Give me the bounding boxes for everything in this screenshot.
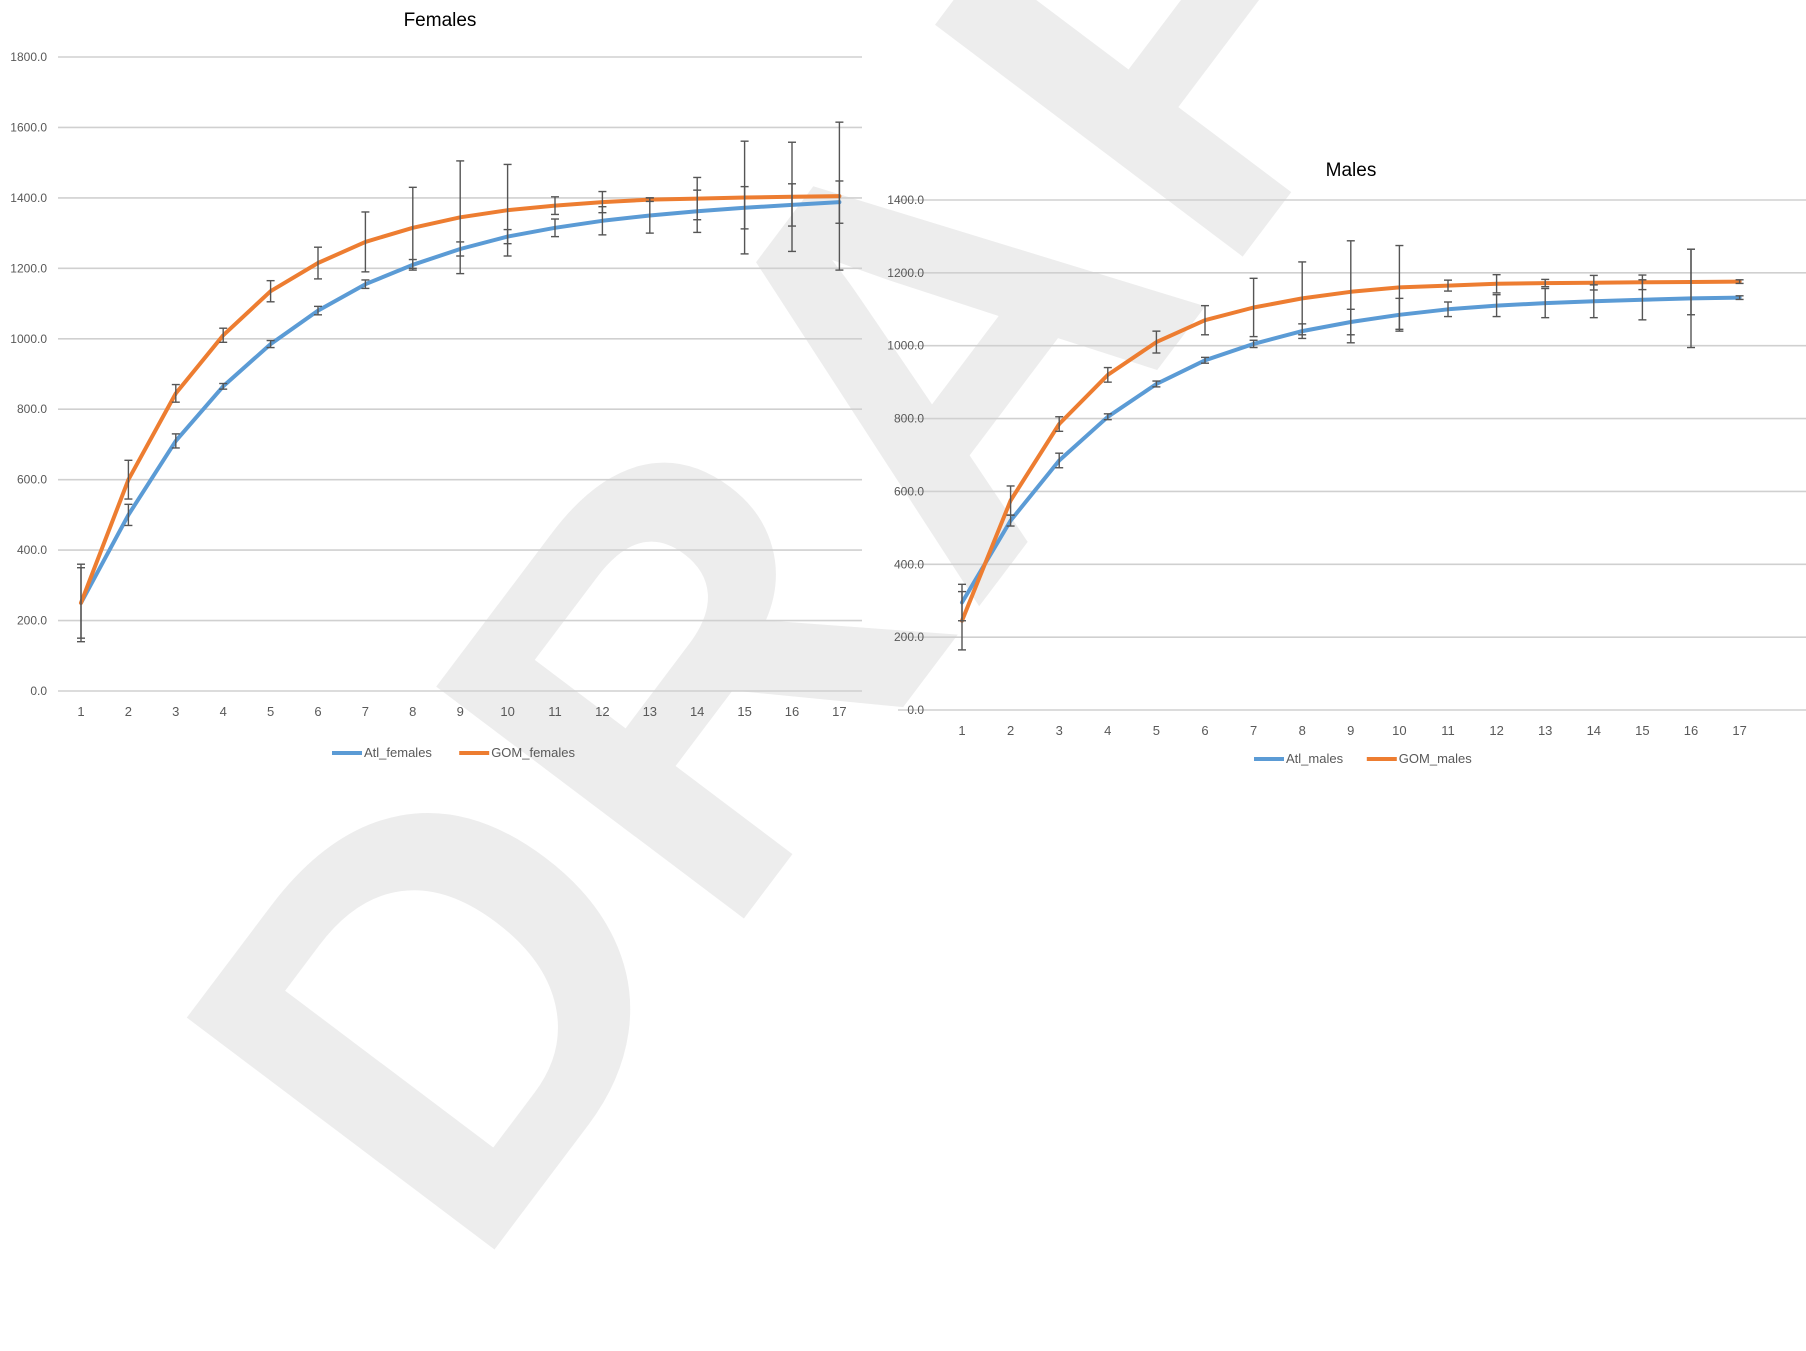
x-tick-label-females: 6 xyxy=(314,704,321,719)
y-tick-label-females: 200.0 xyxy=(17,614,47,628)
x-tick-label-males: 14 xyxy=(1587,723,1601,738)
y-tick-label-females: 600.0 xyxy=(17,473,47,487)
y-tick-label-males: 1000.0 xyxy=(887,339,924,353)
y-tick-label-males: 600.0 xyxy=(894,484,924,498)
x-tick-label-males: 3 xyxy=(1056,723,1063,738)
x-tick-label-males: 12 xyxy=(1489,723,1503,738)
x-tick-label-females: 13 xyxy=(643,704,657,719)
x-tick-label-females: 14 xyxy=(690,704,704,719)
x-tick-label-females: 4 xyxy=(220,704,227,719)
y-tick-label-females: 0.0 xyxy=(30,684,47,698)
x-tick-label-males: 10 xyxy=(1392,723,1406,738)
x-tick-label-males: 6 xyxy=(1201,723,1208,738)
legend-label-atl-females: Atl_females xyxy=(364,745,432,760)
x-tick-label-females: 12 xyxy=(595,704,609,719)
y-tick-label-females: 1600.0 xyxy=(10,120,47,134)
figure: DRAFT Females 0.0 200.0 400.0 600.0 800.0 1000… xyxy=(10,0,1806,1351)
x-tick-label-females: 5 xyxy=(267,704,274,719)
y-tick-label-males: 200.0 xyxy=(894,630,924,644)
x-tick-label-males: 8 xyxy=(1299,723,1306,738)
y-tick-label-females: 1000.0 xyxy=(10,332,47,346)
x-tick-label-males: 16 xyxy=(1684,723,1698,738)
x-tick-label-males: 7 xyxy=(1250,723,1257,738)
x-tick-label-females: 17 xyxy=(832,704,846,719)
x-tick-label-females: 1 xyxy=(77,704,84,719)
y-tick-label-females: 800.0 xyxy=(17,402,47,416)
x-tick-label-females: 7 xyxy=(362,704,369,719)
x-tick-label-males: 5 xyxy=(1153,723,1160,738)
legend-label-gom-males: GOM_males xyxy=(1399,751,1472,766)
chart-title-males: Males xyxy=(1326,160,1377,181)
x-tick-label-females: 11 xyxy=(548,704,562,719)
y-tick-label-females: 1200.0 xyxy=(10,261,47,275)
x-tick-label-females: 10 xyxy=(500,704,514,719)
y-tick-label-females: 1800.0 xyxy=(10,50,47,64)
x-tick-label-females: 15 xyxy=(737,704,751,719)
y-tick-label-males: 0.0 xyxy=(907,703,924,717)
chart-canvas: Females0.0200.0400.0600.0800.01000.01200… xyxy=(10,10,1806,766)
x-tick-label-males: 9 xyxy=(1347,723,1354,738)
y-tick-label-females: 1400.0 xyxy=(10,191,47,205)
x-tick-label-males: 4 xyxy=(1104,723,1111,738)
x-tick-label-females: 9 xyxy=(457,704,464,719)
x-tick-label-females: 8 xyxy=(409,704,416,719)
x-tick-label-males: 15 xyxy=(1635,723,1649,738)
y-tick-label-males: 800.0 xyxy=(894,412,924,426)
x-tick-label-males: 17 xyxy=(1732,723,1746,738)
x-tick-label-males: 11 xyxy=(1441,723,1455,738)
chart-title-females: Females xyxy=(404,10,477,31)
x-tick-label-females: 2 xyxy=(125,704,132,719)
y-tick-label-males: 400.0 xyxy=(894,557,924,571)
y-tick-label-males: 1200.0 xyxy=(887,266,924,280)
x-tick-label-males: 1 xyxy=(958,723,965,738)
x-tick-label-females: 3 xyxy=(172,704,179,719)
x-tick-label-males: 13 xyxy=(1538,723,1552,738)
legend-label-atl-males: Atl_males xyxy=(1286,751,1344,766)
x-tick-label-females: 16 xyxy=(785,704,799,719)
legend-label-gom-females: GOM_females xyxy=(491,745,575,760)
y-tick-label-females: 400.0 xyxy=(17,543,47,557)
x-tick-label-males: 2 xyxy=(1007,723,1014,738)
y-tick-label-males: 1400.0 xyxy=(887,193,924,207)
